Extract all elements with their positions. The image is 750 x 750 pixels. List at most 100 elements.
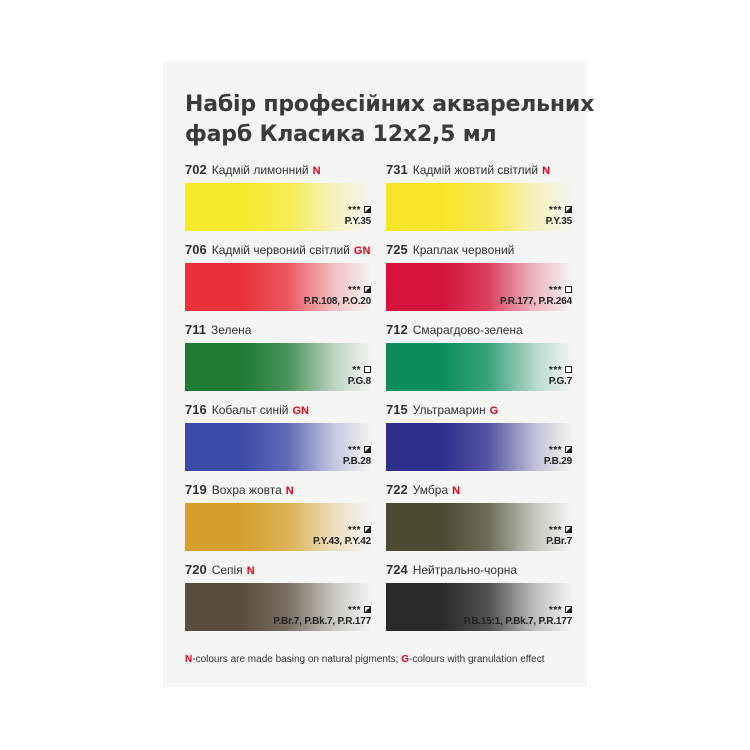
swatch-name: Смарагдово-зелена bbox=[412, 323, 523, 337]
swatch-meta: *** P.Y.43, P.Y.42 bbox=[313, 526, 371, 547]
pigment-code: P.G.8 bbox=[347, 376, 371, 387]
swatch-711: 711 Зелена ** P.G.8 bbox=[185, 323, 375, 403]
swatch-702: 702 Кадмій лимонний N *** P.Y.35 bbox=[185, 163, 375, 243]
pigment-code: P.B.15:1, P.Bk.7, P.R.177 bbox=[463, 616, 573, 627]
swatch-meta: *** P.Br.7, P.Bk.7, P.R.177 bbox=[273, 606, 371, 627]
paint-sample bbox=[386, 183, 573, 231]
swatch-meta: *** P.B.15:1, P.Bk.7, P.R.177 bbox=[463, 606, 573, 627]
swatch-name: Кадмій лимонний bbox=[211, 163, 309, 177]
swatch-number: 720 bbox=[185, 562, 207, 577]
paint-sample bbox=[185, 583, 372, 631]
swatch-724: 724 Нейтрально-чорна *** P.B.15:1, P.Bk.7, … bbox=[386, 563, 576, 643]
swatch-716: 716 Кобальт синій GN *** P.B.28 bbox=[185, 403, 375, 483]
opacity-icon bbox=[364, 446, 371, 453]
paint-sample bbox=[386, 263, 573, 311]
pigment-code: P.Y.43, P.Y.42 bbox=[312, 536, 371, 547]
pigment-code: P.G.7 bbox=[548, 376, 572, 387]
swatch-number: 716 bbox=[185, 402, 207, 417]
swatch-name: Кадмій жовтий світлий bbox=[412, 163, 539, 177]
swatch-flag: G bbox=[489, 405, 499, 417]
swatch-722: 722 Умбра N *** P.Br.7 bbox=[386, 483, 576, 563]
lightfastness-stars: *** bbox=[347, 605, 361, 616]
swatch-number: 706 bbox=[185, 242, 207, 257]
paint-sample bbox=[386, 503, 573, 551]
swatch-720: 720 Сепія N *** P.Br.7, P.Bk.7, P.R.177 bbox=[185, 563, 375, 643]
footer-n-flag: N bbox=[185, 654, 193, 665]
footer-g-text: -colours with granulation effect bbox=[409, 654, 545, 665]
pigment-code: P.R.108, P.O.20 bbox=[303, 296, 371, 307]
paint-sample bbox=[185, 263, 372, 311]
swatch-label: 706 Кадмій червоний світлий GN bbox=[185, 243, 370, 258]
opacity-icon bbox=[565, 286, 572, 293]
paint-sample bbox=[185, 183, 372, 231]
opacity-icon bbox=[565, 446, 572, 453]
swatch-meta: *** P.G.7 bbox=[549, 366, 572, 387]
opacity-icon bbox=[565, 206, 572, 213]
opacity-icon bbox=[364, 606, 371, 613]
lightfastness-stars: ** bbox=[352, 365, 361, 376]
lightfastness-stars: *** bbox=[347, 445, 361, 456]
swatch-label: 715 Ультрамарин G bbox=[386, 403, 498, 418]
swatch-number: 702 bbox=[185, 162, 207, 177]
swatch-flag: N bbox=[285, 485, 294, 497]
paint-sample bbox=[386, 343, 573, 391]
swatch-number: 731 bbox=[386, 162, 408, 177]
swatch-label: 720 Сепія N bbox=[185, 563, 255, 578]
swatch-label: 724 Нейтрально-чорна bbox=[386, 563, 521, 578]
opacity-icon bbox=[364, 206, 371, 213]
swatch-label: 711 Зелена bbox=[185, 323, 255, 338]
swatch-meta: *** P.R.108, P.O.20 bbox=[304, 286, 371, 307]
swatch-meta: ** P.G.8 bbox=[348, 366, 371, 387]
pigment-code: P.B.29 bbox=[543, 456, 572, 467]
swatch-715: 715 Ультрамарин G *** P.B.29 bbox=[386, 403, 576, 483]
swatch-meta: *** P.R.177, P.R.264 bbox=[500, 286, 572, 307]
swatch-label: 719 Вохра жовта N bbox=[185, 483, 294, 498]
swatch-label: 731 Кадмій жовтий світлий N bbox=[386, 163, 550, 178]
paint-sample bbox=[185, 343, 372, 391]
footer-g-flag: G bbox=[401, 654, 410, 665]
swatch-name: Сепія bbox=[211, 563, 243, 577]
swatch-meta: *** P.Y.35 bbox=[546, 206, 573, 227]
swatch-flag: GN bbox=[353, 245, 371, 257]
pigment-code: P.B.28 bbox=[342, 456, 371, 467]
swatch-name: Умбра bbox=[412, 483, 449, 497]
opacity-icon bbox=[565, 366, 572, 373]
opacity-icon bbox=[364, 286, 371, 293]
swatch-meta: *** P.Y.35 bbox=[344, 205, 372, 227]
swatch-flag: GN bbox=[292, 405, 309, 417]
swatch-712: 712 Смарагдово-зелена *** P.G.7 bbox=[386, 323, 576, 403]
swatch-name: Зелена bbox=[210, 323, 252, 337]
lightfastness-stars: *** bbox=[548, 525, 562, 536]
lightfastness-stars: *** bbox=[347, 205, 361, 216]
swatch-label: 702 Кадмій лимонний N bbox=[185, 163, 321, 178]
swatch-name: Вохра жовта bbox=[211, 483, 282, 497]
swatch-name: Краплак червоний bbox=[412, 243, 515, 257]
paint-sample bbox=[185, 423, 372, 471]
swatch-725: 725 Краплак червоний *** P.R.177, P.R.264 bbox=[386, 243, 576, 323]
paint-sample bbox=[386, 423, 573, 471]
pigment-code: P.Br.7, P.Bk.7, P.R.177 bbox=[273, 616, 371, 627]
swatch-number: 722 bbox=[386, 482, 408, 497]
swatch-name: Кобальт синій bbox=[211, 403, 289, 417]
swatch-flag: N bbox=[312, 165, 321, 177]
swatch-number: 711 bbox=[185, 322, 206, 337]
swatch-label: 712 Смарагдово-зелена bbox=[386, 323, 527, 338]
swatch-name: Нейтрально-чорна bbox=[412, 563, 518, 577]
pigment-code: P.Y.35 bbox=[344, 216, 372, 227]
swatch-name: Ультрамарин bbox=[412, 403, 486, 417]
swatch-number: 719 bbox=[185, 482, 207, 497]
footer-note: N-colours are made basing on natural pig… bbox=[185, 654, 585, 665]
lightfastness-stars: *** bbox=[548, 445, 562, 456]
swatch-meta: *** P.Br.7 bbox=[546, 526, 572, 547]
title-line-1: Набір професійних акварельних bbox=[185, 92, 595, 117]
swatch-name: Кадмій червоний світлий bbox=[211, 243, 350, 257]
swatch-meta: *** P.B.28 bbox=[343, 446, 371, 467]
page-title: Набір професійних акварельних фарб Класи… bbox=[185, 90, 595, 150]
opacity-icon bbox=[565, 606, 572, 613]
swatch-731: 731 Кадмій жовтий світлий N *** P.Y.35 bbox=[386, 163, 576, 243]
swatch-flag: N bbox=[246, 565, 255, 577]
swatch-label: 725 Краплак червоний bbox=[386, 243, 518, 258]
opacity-icon bbox=[364, 526, 371, 533]
swatch-number: 712 bbox=[386, 322, 408, 337]
swatch-706: 706 Кадмій червоний світлий GN *** P.R.108, … bbox=[185, 243, 375, 323]
